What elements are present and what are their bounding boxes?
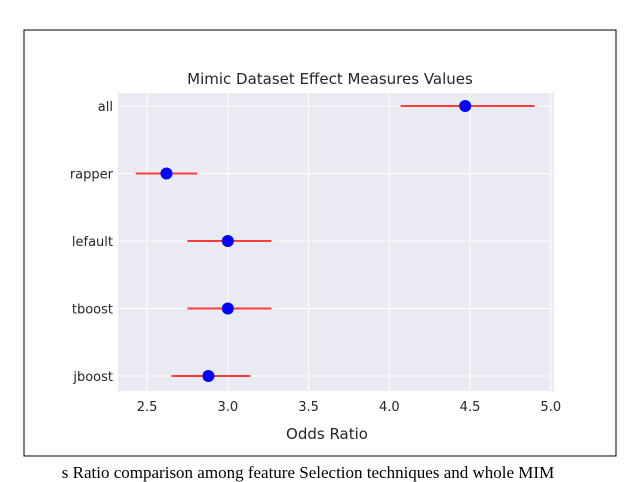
x-tick-label: 3.5 — [298, 400, 319, 415]
chart-title: Mimic Dataset Effect Measures Values — [187, 70, 473, 88]
data-point-4 — [202, 370, 215, 382]
data-points — [160, 100, 472, 382]
x-tick-label: 4.5 — [460, 400, 481, 415]
x-tick-label: 5.0 — [540, 400, 561, 415]
x-tick-labels: 2.5 3.0 3.5 4.0 4.5 5.0 — [137, 400, 561, 415]
x-tick-label: 3.0 — [217, 400, 238, 415]
y-tick-label: tboost — [72, 303, 113, 318]
x-tick-label: 4.0 — [379, 400, 400, 415]
y-tick-label: all — [98, 100, 113, 115]
x-tick-label: 2.5 — [137, 400, 158, 415]
x-axis-label: Odds Ratio — [286, 425, 368, 443]
y-tick-label: jboost — [72, 370, 113, 385]
plot-area — [118, 93, 554, 391]
data-point-2 — [221, 235, 234, 247]
data-point-3 — [221, 302, 234, 315]
figure-caption-text: s Ratio comparison among feature Selecti… — [61, 463, 555, 482]
data-point-1 — [160, 167, 173, 180]
data-point-0 — [459, 100, 472, 112]
figure-caption: s Ratio comparison among feature Selecti… — [0, 463, 640, 482]
y-tick-label: lefault — [72, 235, 113, 250]
y-tick-labels: all rapper lefault tboost jboost — [70, 100, 114, 385]
y-tick-label: rapper — [70, 168, 114, 183]
